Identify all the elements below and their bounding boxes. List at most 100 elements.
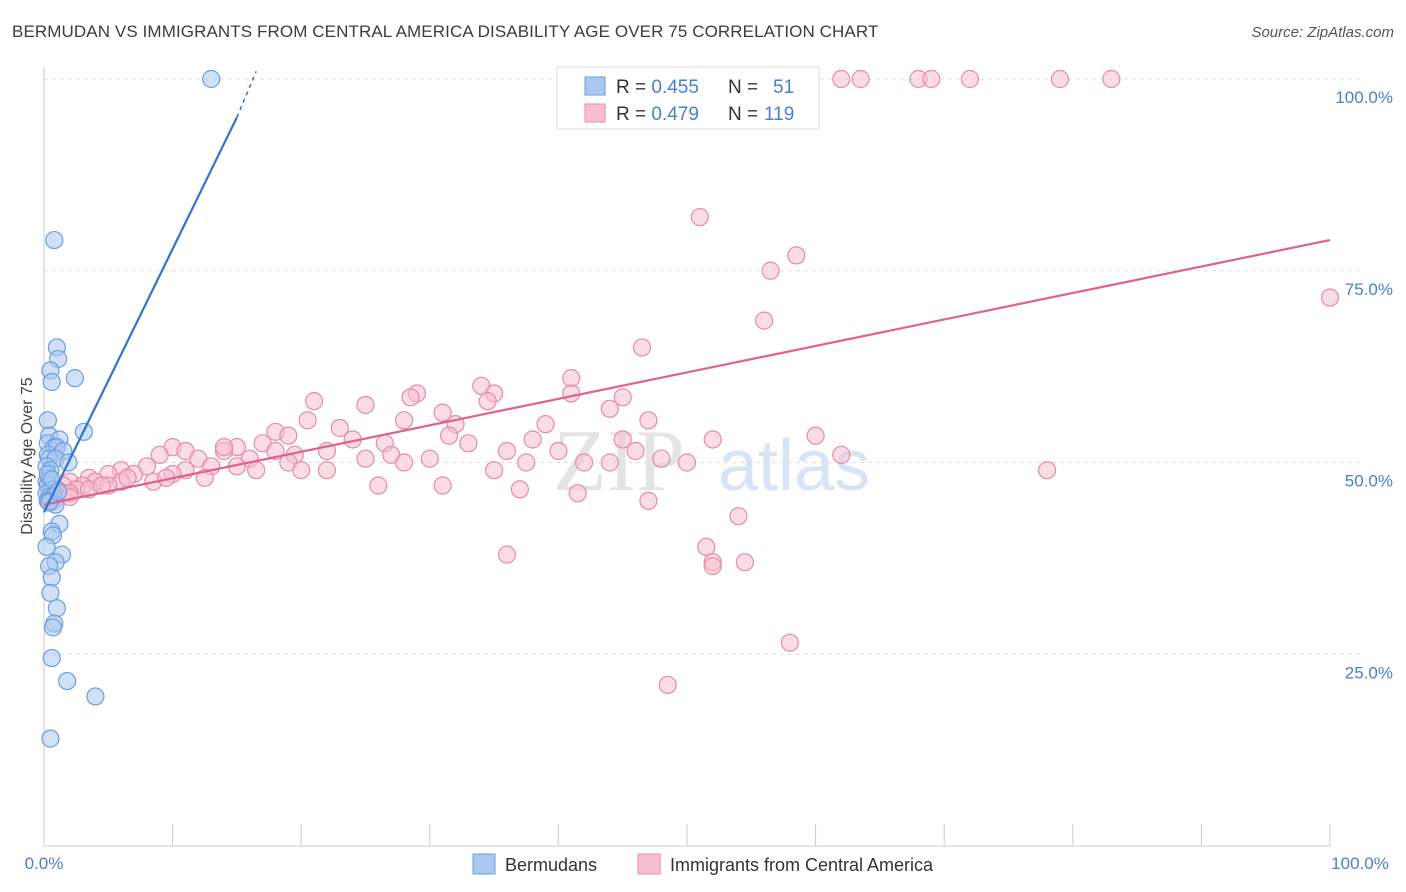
point-bermudans <box>41 583 60 602</box>
point-immigrants <box>439 426 459 445</box>
point-immigrants <box>677 453 697 472</box>
point-immigrants <box>755 311 774 330</box>
point-immigrants <box>832 445 851 464</box>
point-bermudans <box>45 230 64 250</box>
bottom-legend-label-immigrants: Immigrants from Central America <box>670 855 934 875</box>
point-immigrants <box>780 633 799 652</box>
x-axis-ticks <box>43 824 1331 846</box>
series-immigrants-points <box>38 69 1340 695</box>
point-immigrants <box>298 411 317 430</box>
point-immigrants <box>118 468 137 487</box>
point-immigrants <box>247 461 266 480</box>
point-immigrants <box>356 449 375 468</box>
point-immigrants <box>575 453 594 472</box>
point-bermudans <box>65 369 84 388</box>
series-bermudans-points <box>37 69 221 748</box>
point-immigrants <box>735 553 754 572</box>
y-tick-label: 50.0% <box>1345 472 1393 491</box>
point-immigrants <box>562 369 581 388</box>
legend-swatch-immigrants <box>584 103 606 123</box>
point-immigrants <box>600 453 619 472</box>
point-bermudans <box>38 411 57 430</box>
bottom-legend-swatch-immigrants <box>637 853 661 875</box>
point-immigrants <box>497 441 517 461</box>
y-tick-labels: 25.0% 50.0% 75.0% 100.0% <box>1335 88 1393 682</box>
point-bermudans <box>202 69 221 89</box>
trend-line-bermudans-extension <box>236 71 257 118</box>
watermark-atlas: atlas <box>718 426 870 506</box>
point-immigrants <box>1320 288 1340 307</box>
point-immigrants <box>658 675 677 695</box>
point-immigrants <box>600 399 619 418</box>
point-immigrants <box>787 246 806 265</box>
x-tick-label-min: 0.0% <box>25 854 64 873</box>
y-tick-label: 100.0% <box>1335 88 1393 107</box>
point-immigrants <box>510 480 529 499</box>
point-immigrants <box>806 426 825 445</box>
point-immigrants <box>703 430 722 449</box>
point-immigrants <box>761 261 780 280</box>
point-immigrants <box>536 415 555 434</box>
point-bermudans <box>58 671 77 691</box>
point-immigrants <box>562 384 581 403</box>
point-immigrants <box>922 69 941 89</box>
point-immigrants <box>613 388 632 407</box>
legend-series: Bermudans Immigrants from Central Americ… <box>472 853 934 875</box>
y-tick-label: 25.0% <box>1345 663 1393 682</box>
point-immigrants <box>613 430 632 449</box>
point-immigrants <box>851 69 870 89</box>
point-immigrants <box>652 449 671 468</box>
point-bermudans <box>42 648 61 668</box>
point-bermudans <box>43 618 63 637</box>
gridlines <box>44 78 1360 655</box>
point-immigrants <box>304 392 324 411</box>
point-immigrants <box>433 403 452 422</box>
point-immigrants <box>960 69 980 89</box>
point-immigrants <box>279 426 298 445</box>
bottom-legend-label-bermudans: Bermudans <box>505 855 597 875</box>
point-immigrants <box>214 438 234 457</box>
point-immigrants <box>626 441 645 461</box>
point-immigrants <box>517 453 536 472</box>
chart-title: BERMUDAN VS IMMIGRANTS FROM CENTRAL AMER… <box>12 22 879 41</box>
point-immigrants <box>420 449 439 468</box>
legend-row-immigrants: R = 0.479 N = 119 <box>616 104 794 125</box>
point-immigrants <box>433 476 452 495</box>
point-immigrants <box>497 545 517 564</box>
point-bermudans <box>42 372 61 392</box>
point-immigrants <box>401 388 420 407</box>
point-bermudans <box>86 687 105 706</box>
point-immigrants <box>459 434 478 453</box>
point-immigrants <box>639 411 658 430</box>
point-immigrants <box>729 507 748 526</box>
source-label: Source: ZipAtlas.com <box>1251 24 1394 41</box>
point-immigrants <box>832 69 851 89</box>
point-bermudans <box>41 729 60 748</box>
point-immigrants <box>1102 69 1121 89</box>
point-bermudans <box>37 537 56 556</box>
bottom-legend-swatch-bermudans <box>472 853 496 875</box>
y-axis-title: Disability Age Over 75 <box>19 377 36 535</box>
point-immigrants <box>317 461 337 480</box>
point-immigrants <box>356 395 375 415</box>
point-immigrants <box>92 476 111 495</box>
point-immigrants <box>330 418 349 438</box>
point-immigrants <box>150 445 169 464</box>
point-immigrants <box>549 441 568 461</box>
point-immigrants <box>292 461 311 480</box>
legend-row-bermudans: R = 0.455 N = 51 <box>616 77 794 98</box>
point-immigrants <box>394 411 414 430</box>
y-tick-label: 75.0% <box>1345 280 1393 299</box>
point-immigrants <box>369 476 388 495</box>
point-immigrants <box>478 392 497 411</box>
point-immigrants <box>394 453 414 472</box>
point-immigrants <box>690 207 709 227</box>
legend-swatch-bermudans <box>584 76 606 96</box>
point-immigrants <box>485 461 504 480</box>
trend-line-bermudans <box>43 116 238 513</box>
point-immigrants <box>632 338 652 357</box>
watermark: ZIP atlas <box>553 413 870 510</box>
legend-stats: R = 0.455 N = 51 R = 0.479 N = 119 <box>556 66 820 130</box>
x-tick-label-max: 100.0% <box>1331 854 1389 873</box>
